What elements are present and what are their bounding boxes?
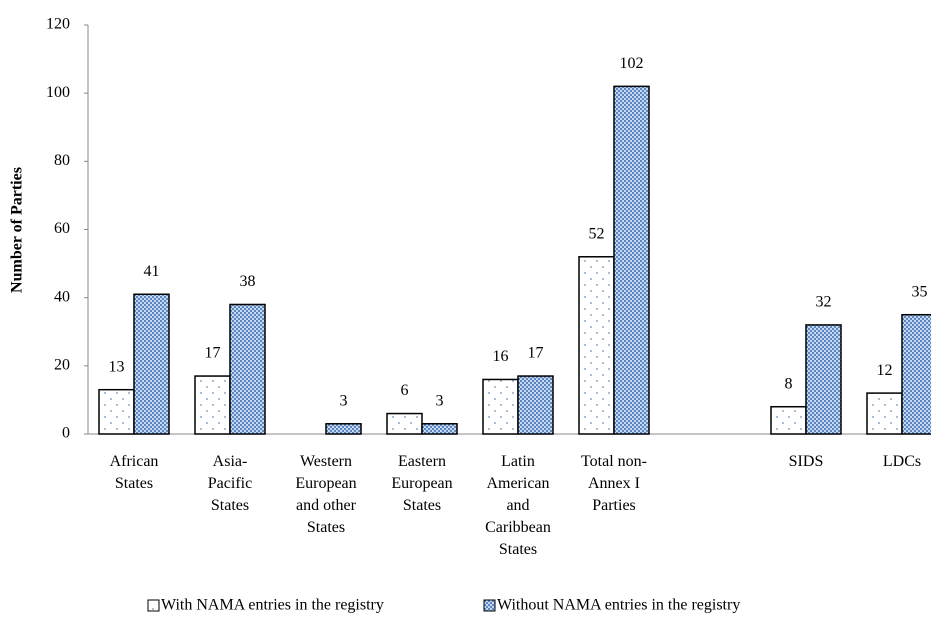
x-tick-label: African States [110, 453, 159, 492]
bar [229, 303, 266, 435]
bar [866, 392, 903, 435]
data-label: 35 [912, 283, 928, 300]
data-label: 17 [528, 345, 544, 362]
bar [133, 293, 170, 435]
y-tick-label: 100 [46, 84, 70, 101]
data-label: 3 [340, 392, 348, 409]
data-label: 8 [785, 375, 793, 392]
y-tick-label: 0 [62, 425, 70, 442]
bar [805, 324, 842, 435]
x-tick-label: Latin American and Caribbean States [485, 453, 551, 558]
x-tick-label: SIDS [789, 453, 824, 470]
data-label: 32 [816, 294, 832, 311]
bar [770, 405, 807, 435]
bar [98, 388, 135, 435]
y-tick-label: 20 [54, 357, 70, 374]
y-tick-label: 40 [54, 288, 70, 305]
bar [325, 423, 362, 435]
bar [578, 256, 615, 435]
data-label: 52 [589, 225, 605, 242]
data-label: 13 [109, 358, 125, 375]
data-label: 41 [144, 263, 160, 280]
bar [482, 378, 519, 435]
bar [421, 423, 458, 435]
bar [517, 375, 554, 435]
data-label: 17 [205, 345, 221, 362]
bar [194, 375, 231, 435]
x-tick-label: Eastern European States [391, 453, 452, 514]
legend-label: With NAMA entries in the registry [161, 597, 384, 614]
data-label: 38 [240, 273, 256, 290]
y-tick-label: 120 [46, 16, 70, 33]
x-tick-label: LDCs [883, 453, 921, 470]
bar [901, 313, 931, 435]
x-tick-label: Western European and other States [295, 453, 356, 536]
data-label: 6 [401, 382, 409, 399]
bar [613, 85, 650, 435]
y-axis-label: Number of Parties [9, 167, 26, 293]
legend-swatch [483, 599, 496, 612]
y-tick-label: 60 [54, 220, 70, 237]
legend-swatch [147, 599, 160, 612]
data-label: 12 [877, 362, 893, 379]
y-tick-label: 80 [54, 152, 70, 169]
x-tick-label: Total non-Annex I Parties [581, 453, 647, 514]
legend-label: Without NAMA entries in the registry [497, 597, 740, 614]
data-label: 16 [493, 348, 509, 365]
data-label: 102 [620, 55, 644, 72]
bar [386, 412, 423, 435]
x-tick-label: Asia-Pacific States [208, 453, 252, 514]
data-label: 3 [436, 392, 444, 409]
